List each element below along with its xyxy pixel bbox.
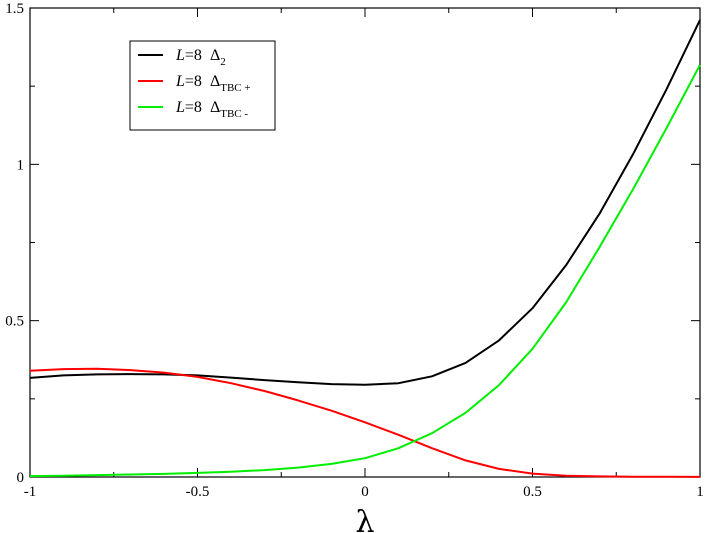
series-layer — [29, 19, 701, 478]
legend-label-2: L=8 ΔTBC + — [175, 73, 251, 94]
x-tick-label: -0.5 — [186, 484, 210, 500]
legend-label-3: L=8 ΔTBC - — [175, 99, 248, 120]
legend: L=8 Δ2 L=8 ΔTBC + L=8 ΔTBC - — [129, 40, 276, 131]
x-axis-label: λ — [355, 505, 374, 533]
y-tick-label: 0 — [17, 470, 25, 486]
axis-ticks: -1 -0.5 0 0.5 1 0 0.5 1 1.5 — [5, 1, 704, 500]
series-line-1 — [29, 19, 701, 386]
y-tick-label: 1 — [17, 157, 25, 173]
x-tick-label: 0.5 — [523, 484, 542, 500]
x-tick-label: 0 — [361, 484, 369, 500]
x-tick-label: 1 — [696, 484, 704, 500]
y-tick-label: 0.5 — [5, 314, 24, 330]
series-line-3 — [29, 64, 701, 478]
y-tick-label: 1.5 — [5, 1, 24, 17]
legend-label-1: L=8 Δ2 — [175, 47, 226, 68]
series-line-2 — [29, 367, 701, 478]
x-tick-label: -1 — [24, 484, 37, 500]
